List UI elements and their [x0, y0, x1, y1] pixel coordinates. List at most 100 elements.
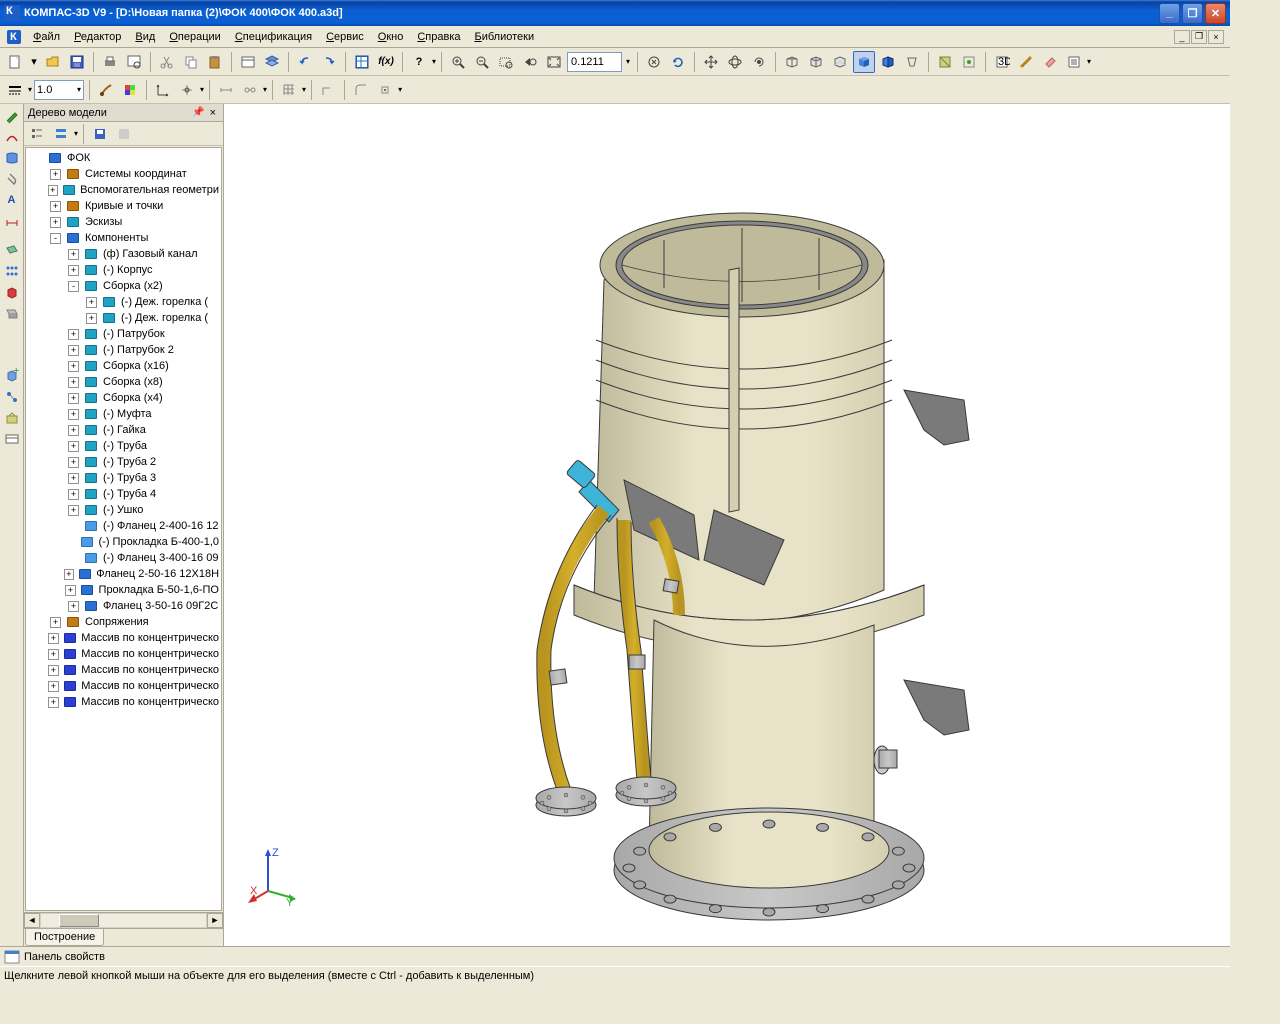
planes-icon[interactable] — [2, 241, 22, 261]
tree-save-button[interactable] — [89, 123, 111, 145]
model-tree[interactable]: ФОК+Системы координат+Вспомогательная ге… — [25, 147, 222, 911]
tree-expand-icon[interactable]: + — [68, 409, 79, 420]
tree-node[interactable]: +Сборка (x4) — [26, 390, 221, 406]
tree-expand-icon[interactable]: + — [68, 249, 79, 260]
tree-node[interactable]: +Сборка (x8) — [26, 374, 221, 390]
sketch-relation-button[interactable] — [239, 79, 261, 101]
preview-button[interactable] — [123, 51, 145, 73]
copy-button[interactable] — [180, 51, 202, 73]
tree-node[interactable]: +(-) Корпус — [26, 262, 221, 278]
menu-Вид[interactable]: Вид — [128, 29, 162, 45]
tree-expand-icon[interactable]: + — [65, 585, 75, 596]
tree-view1-button[interactable] — [26, 123, 48, 145]
redo-button[interactable] — [318, 51, 340, 73]
tree-expand-icon[interactable]: + — [68, 601, 79, 612]
3d-viewport[interactable]: Z Y X — [224, 104, 1230, 946]
tree-node[interactable]: +Эскизы — [26, 214, 221, 230]
zoom-all-button[interactable] — [643, 51, 665, 73]
shaded-button[interactable] — [853, 51, 875, 73]
pin-icon[interactable]: 📌 — [190, 107, 206, 118]
rotate-button[interactable] — [748, 51, 770, 73]
tree-expand-icon[interactable]: + — [48, 681, 58, 692]
tree-expand-icon[interactable]: + — [68, 377, 79, 388]
tree-node[interactable]: +(-) Патрубок 2 — [26, 342, 221, 358]
tree-refresh-button[interactable] — [113, 123, 135, 145]
tab-build[interactable]: Построение — [25, 929, 104, 946]
tree-node[interactable]: +(-) Труба 2 — [26, 454, 221, 470]
hidden-removed-button[interactable] — [805, 51, 827, 73]
arrays-icon[interactable] — [2, 262, 22, 282]
shaded-edges-button[interactable] — [877, 51, 899, 73]
tree-node[interactable]: +(-) Патрубок — [26, 326, 221, 342]
tree-expand-icon[interactable]: + — [68, 489, 79, 500]
surface-icon[interactable] — [2, 148, 22, 168]
assembly-add-icon[interactable]: + — [2, 366, 22, 386]
text-icon[interactable]: A — [2, 190, 22, 210]
zoom-prev-button[interactable] — [519, 51, 541, 73]
cut-button[interactable] — [156, 51, 178, 73]
mdi-restore-button[interactable]: ❐ — [1191, 30, 1207, 44]
section-button[interactable] — [934, 51, 956, 73]
tree-expand-icon[interactable]: + — [50, 617, 61, 628]
zoom-window-button[interactable] — [495, 51, 517, 73]
config-icon[interactable] — [2, 429, 22, 449]
undo-button[interactable] — [294, 51, 316, 73]
tree-expand-icon[interactable]: + — [68, 329, 79, 340]
properties-button[interactable] — [237, 51, 259, 73]
zoom-in-button[interactable] — [447, 51, 469, 73]
zoom-fit-button[interactable] — [543, 51, 565, 73]
open-button[interactable] — [42, 51, 64, 73]
print-button[interactable] — [99, 51, 121, 73]
tree-node[interactable]: +(-) Гайка — [26, 422, 221, 438]
variables-button[interactable]: f(x) — [375, 51, 397, 73]
menu-Библиотеки[interactable]: Библиотеки — [468, 29, 542, 45]
tree-node[interactable]: -Компоненты — [26, 230, 221, 246]
tree-expand-icon[interactable]: + — [68, 457, 79, 468]
mdi-close-button[interactable]: × — [1208, 30, 1224, 44]
tree-node[interactable]: +Фланец 3-50-16 09Г2С — [26, 598, 221, 614]
tree-expand-icon[interactable]: + — [68, 361, 79, 372]
tree-node[interactable]: +(-) Деж. горелка ( — [26, 310, 221, 326]
tree-node[interactable]: +(-) Деж. горелка ( — [26, 294, 221, 310]
measure-button[interactable] — [1015, 51, 1037, 73]
tree-expand-icon[interactable]: + — [48, 649, 58, 660]
menu-Редактор[interactable]: Редактор — [67, 29, 128, 45]
property-panel-bar[interactable]: Панель свойств — [0, 946, 1230, 966]
menu-Файл[interactable]: Файл — [26, 29, 67, 45]
tree-hscrollbar[interactable]: ◄ ► — [24, 912, 223, 928]
tree-view2-button[interactable] — [50, 123, 72, 145]
new-dropdown-button[interactable]: ▾ — [28, 51, 40, 73]
tree-expand-icon[interactable]: + — [64, 569, 74, 580]
tree-node[interactable]: +Массив по концентрическо — [26, 678, 221, 694]
spec-button[interactable] — [1063, 51, 1085, 73]
help-button[interactable]: ? — [408, 51, 430, 73]
tree-node[interactable]: +(ф) Газовый канал — [26, 246, 221, 262]
tree-expand-icon[interactable]: + — [48, 665, 58, 676]
attach-icon[interactable] — [2, 169, 22, 189]
tree-node[interactable]: +Системы координат — [26, 166, 221, 182]
grid-button[interactable] — [278, 79, 300, 101]
tree-expand-icon[interactable]: + — [50, 169, 61, 180]
wireframe-button[interactable] — [781, 51, 803, 73]
tree-node[interactable]: +(-) Труба 3 — [26, 470, 221, 486]
tree-node[interactable]: +(-) Ушко — [26, 502, 221, 518]
sketch-dimension-button[interactable] — [215, 79, 237, 101]
tree-node[interactable]: (-) Фланец 2-400-16 12 — [26, 518, 221, 534]
tree-node[interactable]: +Кривые и точки — [26, 198, 221, 214]
tree-node[interactable]: +(-) Труба 4 — [26, 486, 221, 502]
ortho-button[interactable] — [317, 79, 339, 101]
pan-button[interactable] — [700, 51, 722, 73]
zoom-out-button[interactable] — [471, 51, 493, 73]
tree-node[interactable]: +Массив по концентрическо — [26, 662, 221, 678]
line-weight-combo[interactable]: 1.0▾ — [34, 80, 84, 100]
color-button[interactable] — [119, 79, 141, 101]
tree-expand-icon[interactable]: + — [50, 217, 61, 228]
layers-button[interactable] — [261, 51, 283, 73]
spreadsheet-button[interactable] — [351, 51, 373, 73]
menu-Спецификация[interactable]: Спецификация — [228, 29, 319, 45]
tree-node[interactable]: +(-) Муфта — [26, 406, 221, 422]
zoom-input[interactable] — [567, 52, 622, 72]
mass-props-icon[interactable] — [2, 408, 22, 428]
line-style-button[interactable] — [4, 79, 26, 101]
round-button[interactable] — [350, 79, 372, 101]
